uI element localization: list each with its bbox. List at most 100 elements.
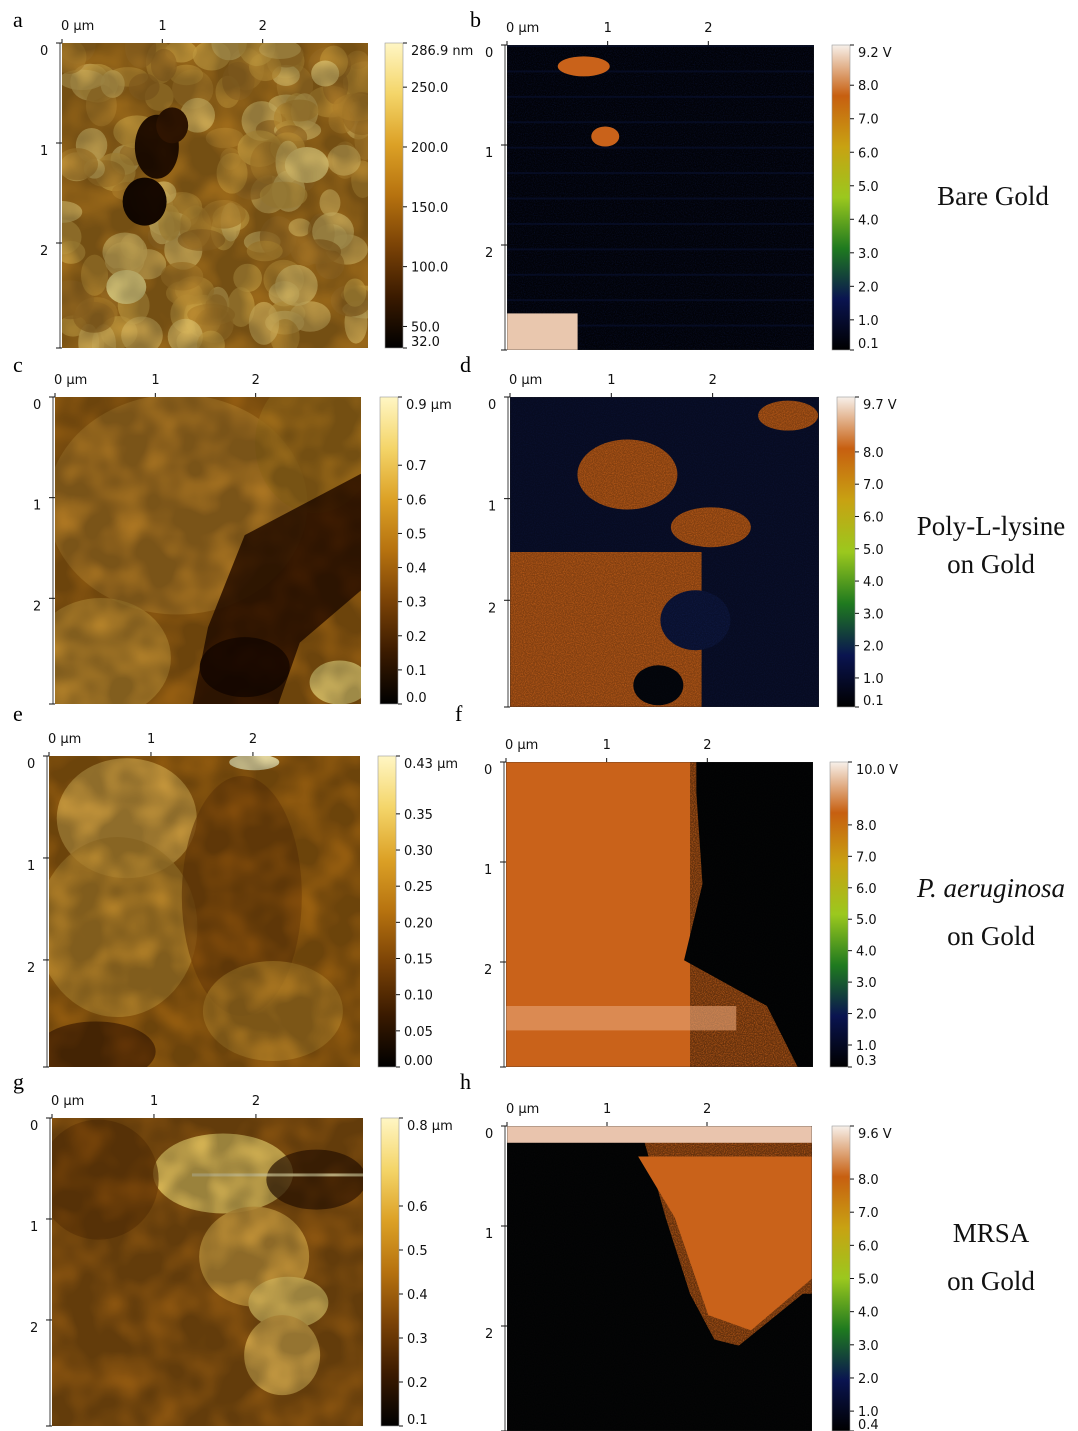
x-tick-label: 1 bbox=[603, 1102, 611, 1117]
y-tick-label: 2 bbox=[485, 246, 493, 261]
colorbar-gradient bbox=[836, 396, 856, 708]
height-map-image bbox=[52, 1118, 363, 1426]
x-tick-label: 2 bbox=[259, 19, 267, 34]
colorbar-tick-label: 0.05 bbox=[404, 1025, 433, 1040]
colorbar-tick-label: 0.0 bbox=[406, 691, 427, 706]
x-tick-label: 0 μm bbox=[48, 732, 81, 747]
axes: 0 μm 1 2 0 1 2 bbox=[30, 1094, 260, 1427]
colorbar-tick-label: 5.0 bbox=[858, 1273, 879, 1288]
colorbar-gradient bbox=[380, 1117, 400, 1427]
colorbar-tick-label: 6.0 bbox=[858, 1239, 879, 1254]
x-tick-label: 1 bbox=[158, 19, 166, 34]
colorbar-tick-label: 5.0 bbox=[856, 913, 877, 928]
colorbar: 0.43 μm 0.35 0.30 0.25 0.20 0.15 0.10 0.05 0.00 bbox=[377, 755, 458, 1069]
sample-label-bare-gold: Bare Gold bbox=[893, 177, 1078, 215]
colorbar-tick-label: 6.0 bbox=[856, 882, 877, 897]
x-tick-label: 1 bbox=[603, 738, 611, 753]
y-tick-label: 1 bbox=[27, 859, 35, 874]
colorbar-tick-label: 0.20 bbox=[404, 916, 433, 931]
panel-letter: e bbox=[13, 701, 23, 726]
colorbar: 0.8 μm 0.6 0.5 0.4 0.3 0.2 0.1 bbox=[380, 1117, 453, 1428]
y-tick-label: 2 bbox=[30, 1321, 38, 1336]
colorbar-tick-label: 7.0 bbox=[863, 478, 884, 493]
y-tick-label: 1 bbox=[33, 499, 41, 514]
colorbar-tick-label: 7.0 bbox=[858, 113, 879, 128]
colorbar-tick-label: 3.0 bbox=[856, 976, 877, 991]
sample-label-line2: on Gold bbox=[947, 549, 1035, 579]
colorbar: 9.7 V 8.0 7.0 6.0 5.0 4.0 3.0 2.0 1.0 0.1 bbox=[836, 396, 897, 709]
x-tick-label: 0 μm bbox=[61, 19, 94, 34]
colorbar-tick-label: 0.2 bbox=[407, 1376, 428, 1391]
colorbar-tick-label: 8.0 bbox=[863, 446, 884, 461]
colorbar-tick-label: 0.4 bbox=[406, 562, 427, 577]
colorbar-tick-label: 1.0 bbox=[858, 314, 879, 329]
colorbar-tick-label: 0.6 bbox=[406, 493, 427, 508]
colorbar-tick-label: 0.30 bbox=[404, 844, 433, 859]
sample-label-p-aeruginosa: P. aeruginosa on Gold bbox=[891, 869, 1078, 955]
x-tick-label: 2 bbox=[709, 373, 717, 388]
colorbar-tick-label: 4.0 bbox=[858, 1306, 879, 1321]
x-tick-label: 2 bbox=[703, 738, 711, 753]
colorbar-tick-label: 1.0 bbox=[856, 1039, 877, 1054]
x-tick-label: 0 μm bbox=[51, 1094, 84, 1109]
sample-label-mrsa: MRSA on Gold bbox=[891, 1214, 1078, 1300]
y-tick-label: 0 bbox=[485, 1127, 493, 1142]
y-tick-label: 2 bbox=[33, 599, 41, 614]
colorbar-tick-label: 0.9 μm bbox=[406, 398, 452, 413]
y-tick-label: 1 bbox=[485, 1227, 493, 1242]
y-tick-label: 0 bbox=[33, 398, 41, 413]
panel-c: c 0 μm 1 2 0 1 2 0.9 μm 0.7 0.6 0.5 0.4 0.3 0.2 0.1 0.0 bbox=[13, 352, 452, 706]
colorbar: 0.9 μm 0.7 0.6 0.5 0.4 0.3 0.2 0.1 0.0 bbox=[379, 396, 452, 706]
x-tick-label: 1 bbox=[607, 373, 615, 388]
colorbar-tick-label: 32.0 bbox=[411, 335, 440, 350]
colorbar-tick-label: 1.0 bbox=[863, 672, 884, 687]
colorbar-tick-label: 3.0 bbox=[858, 1339, 879, 1354]
potential-map-image bbox=[506, 762, 813, 1067]
panel-g: g 0 μm 1 2 0 1 2 0.8 μm 0.6 0.5 0.4 0.3 0.2 0.1 bbox=[13, 1069, 453, 1428]
sample-label-line1: MRSA bbox=[952, 1218, 1030, 1248]
y-tick-label: 1 bbox=[40, 144, 48, 159]
colorbar-tick-label: 0.00 bbox=[404, 1054, 433, 1069]
colorbar-tick-label: 0.1 bbox=[406, 664, 427, 679]
sample-label-poly-l-lysine: Poly-L-lysine on Gold bbox=[891, 507, 1078, 583]
x-tick-label: 1 bbox=[150, 1094, 158, 1109]
colorbar-tick-label: 150.0 bbox=[411, 201, 448, 216]
y-tick-label: 2 bbox=[484, 963, 492, 978]
y-tick-label: 0 bbox=[40, 44, 48, 59]
y-tick-label: 2 bbox=[27, 961, 35, 976]
y-tick-label: 1 bbox=[484, 863, 492, 878]
x-tick-label: 0 μm bbox=[509, 373, 542, 388]
colorbar-tick-label: 0.3 bbox=[406, 596, 427, 611]
colorbar-tick-label: 2.0 bbox=[858, 280, 879, 295]
panel-b: b 0 μm 1 2 0 1 2 9.2 V 8.0 7.0 6.0 5.0 4.0 3.0 2.0 1.0 0… bbox=[470, 7, 892, 352]
panel-letter: c bbox=[13, 352, 23, 377]
y-tick-label: 1 bbox=[485, 146, 493, 161]
sample-label-line1: Bare Gold bbox=[937, 181, 1049, 211]
colorbar-tick-label: 0.6 bbox=[407, 1200, 428, 1215]
colorbar-tick-label: 0.8 μm bbox=[407, 1119, 453, 1134]
axes: 0 μm 1 2 0 1 2 bbox=[40, 19, 267, 349]
x-tick-label: 0 μm bbox=[505, 738, 538, 753]
colorbar-tick-label: 9.7 V bbox=[863, 398, 897, 413]
height-map-image bbox=[62, 43, 368, 348]
colorbar-tick-label: 5.0 bbox=[858, 180, 879, 195]
x-tick-label: 0 μm bbox=[506, 21, 539, 36]
colorbar-tick-label: 0.5 bbox=[407, 1244, 428, 1259]
y-tick-label: 0 bbox=[30, 1119, 38, 1134]
colorbar-gradient bbox=[384, 42, 404, 349]
colorbar-gradient bbox=[377, 755, 397, 1068]
y-tick-label: 0 bbox=[27, 757, 35, 772]
potential-map-image bbox=[507, 45, 814, 350]
axes: 0 μm 1 2 0 1 2 bbox=[485, 1102, 711, 1431]
panel-letter: g bbox=[13, 1069, 24, 1094]
x-tick-label: 2 bbox=[703, 1102, 711, 1117]
colorbar-tick-label: 0.25 bbox=[404, 880, 433, 895]
panel-e: e 0 μm 1 2 0 1 2 0.43 μm 0.35 0.30 0.25 0.20 0.15 0.1… bbox=[13, 701, 458, 1069]
colorbar: 10.0 V 8.0 7.0 6.0 5.0 4.0 3.0 2.0 1.00.3 bbox=[829, 761, 898, 1069]
y-tick-label: 2 bbox=[485, 1327, 493, 1342]
colorbar-tick-label: 0.43 μm bbox=[404, 757, 458, 772]
colorbar-tick-label: 0.7 bbox=[406, 459, 427, 474]
colorbar-tick-label: 2.0 bbox=[858, 1372, 879, 1387]
y-tick-label: 1 bbox=[488, 500, 496, 515]
